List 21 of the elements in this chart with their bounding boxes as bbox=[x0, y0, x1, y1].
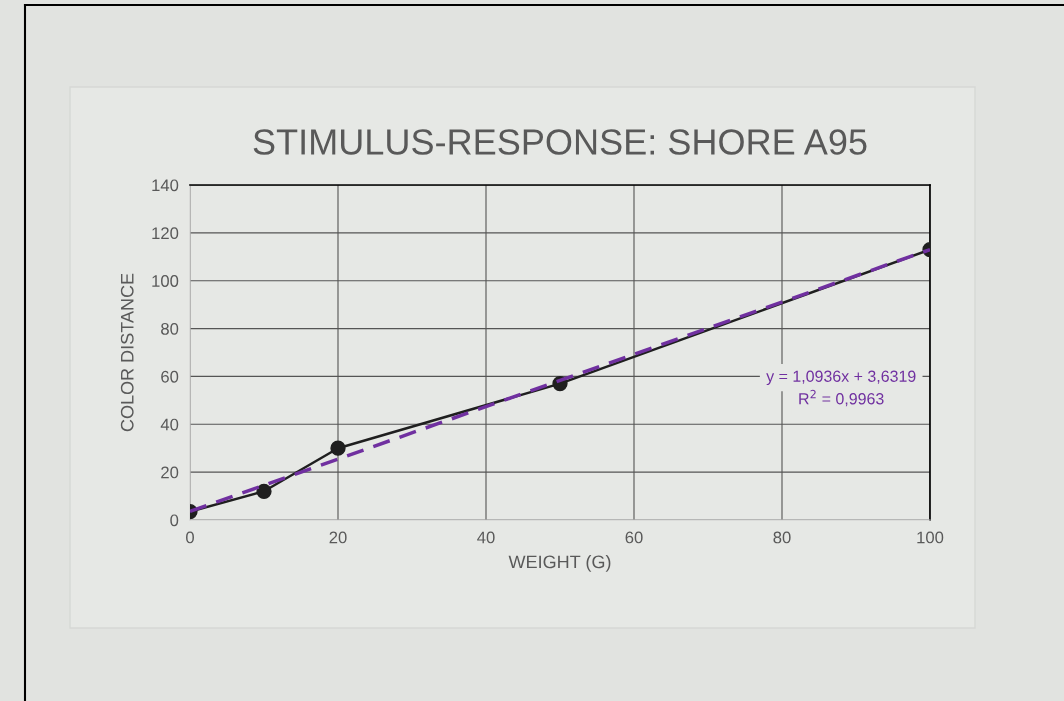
x-tick-label: 20 bbox=[329, 531, 347, 544]
annotation: R$^{2}$ = 0,9963 bbox=[799, 389, 884, 407]
x-tick-label: 0 bbox=[186, 531, 194, 544]
point bbox=[256, 483, 272, 499]
y-tick-label: 120 bbox=[152, 227, 179, 240]
y-tick-label: 40 bbox=[160, 418, 179, 431]
y-tick-label: 60 bbox=[161, 370, 179, 383]
y-tick-label: 140 bbox=[152, 179, 179, 192]
annotation: y = 1,0936x + 3,6319 bbox=[766, 370, 916, 386]
x-tick-label: 80 bbox=[773, 531, 791, 544]
x-tick-label: 100 bbox=[917, 531, 944, 544]
y-tick-label: 20 bbox=[161, 466, 179, 479]
x-tick-label: 60 bbox=[625, 531, 643, 544]
y-tick-label: 80 bbox=[161, 322, 179, 335]
chart-title: STIMULUS-RESPONSE: SHORE A95 bbox=[253, 129, 867, 155]
y-axis-title: COLOR DISTANCE bbox=[120, 273, 134, 432]
y-tick-label: 100 bbox=[152, 275, 179, 287]
point bbox=[330, 440, 346, 456]
y-tick-label: 0 bbox=[170, 514, 179, 527]
x-axis-title: WEIGHT (G) bbox=[508, 554, 611, 572]
x-tick-label: 40 bbox=[477, 531, 495, 544]
